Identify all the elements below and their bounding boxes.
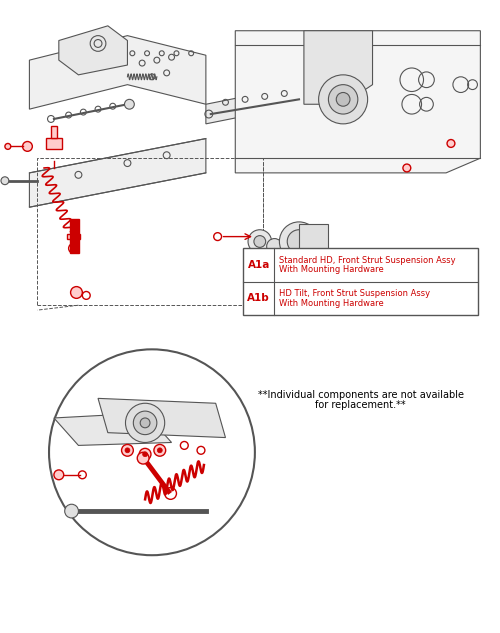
Circle shape <box>134 411 157 435</box>
Text: With Mounting Hardware: With Mounting Hardware <box>280 299 384 308</box>
Text: HD Tilt, Front Strut Suspension Assy: HD Tilt, Front Strut Suspension Assy <box>280 289 430 298</box>
Circle shape <box>254 235 266 248</box>
Bar <box>66 234 80 239</box>
Circle shape <box>22 142 32 151</box>
Circle shape <box>125 448 130 453</box>
Circle shape <box>287 230 311 253</box>
Text: for replacement.**: for replacement.** <box>316 400 406 410</box>
Circle shape <box>266 239 282 254</box>
Bar <box>51 126 57 137</box>
Circle shape <box>126 403 164 442</box>
Circle shape <box>1 177 9 185</box>
Polygon shape <box>59 26 128 75</box>
Polygon shape <box>304 31 372 104</box>
Circle shape <box>70 287 83 298</box>
Bar <box>38 158 262 305</box>
Text: A1b: A1b <box>248 293 270 303</box>
Circle shape <box>142 452 148 456</box>
Circle shape <box>122 444 134 456</box>
Text: **Individual components are not available: **Individual components are not availabl… <box>258 389 464 399</box>
Circle shape <box>154 444 166 456</box>
Circle shape <box>403 164 411 172</box>
Text: Standard HD, Front Strut Suspension Assy: Standard HD, Front Strut Suspension Assy <box>280 256 456 265</box>
Circle shape <box>5 144 11 149</box>
Circle shape <box>328 85 358 114</box>
Polygon shape <box>98 398 226 437</box>
Bar <box>70 219 80 253</box>
Polygon shape <box>30 139 206 207</box>
Circle shape <box>54 470 64 480</box>
Circle shape <box>336 92 350 106</box>
Polygon shape <box>30 35 206 109</box>
Bar <box>299 224 328 259</box>
Circle shape <box>318 75 368 124</box>
Circle shape <box>124 99 134 109</box>
Circle shape <box>248 230 272 253</box>
Circle shape <box>447 139 455 147</box>
Circle shape <box>139 448 151 460</box>
Circle shape <box>49 349 255 555</box>
Circle shape <box>140 418 150 428</box>
Bar <box>243 248 478 315</box>
Polygon shape <box>206 85 304 124</box>
Circle shape <box>137 452 149 464</box>
Polygon shape <box>236 31 480 173</box>
Bar <box>46 137 62 149</box>
Text: With Mounting Hardware: With Mounting Hardware <box>280 265 384 275</box>
Text: A1a: A1a <box>248 260 270 270</box>
Circle shape <box>280 222 318 261</box>
Circle shape <box>158 448 162 453</box>
Circle shape <box>64 505 78 518</box>
Polygon shape <box>54 413 172 446</box>
